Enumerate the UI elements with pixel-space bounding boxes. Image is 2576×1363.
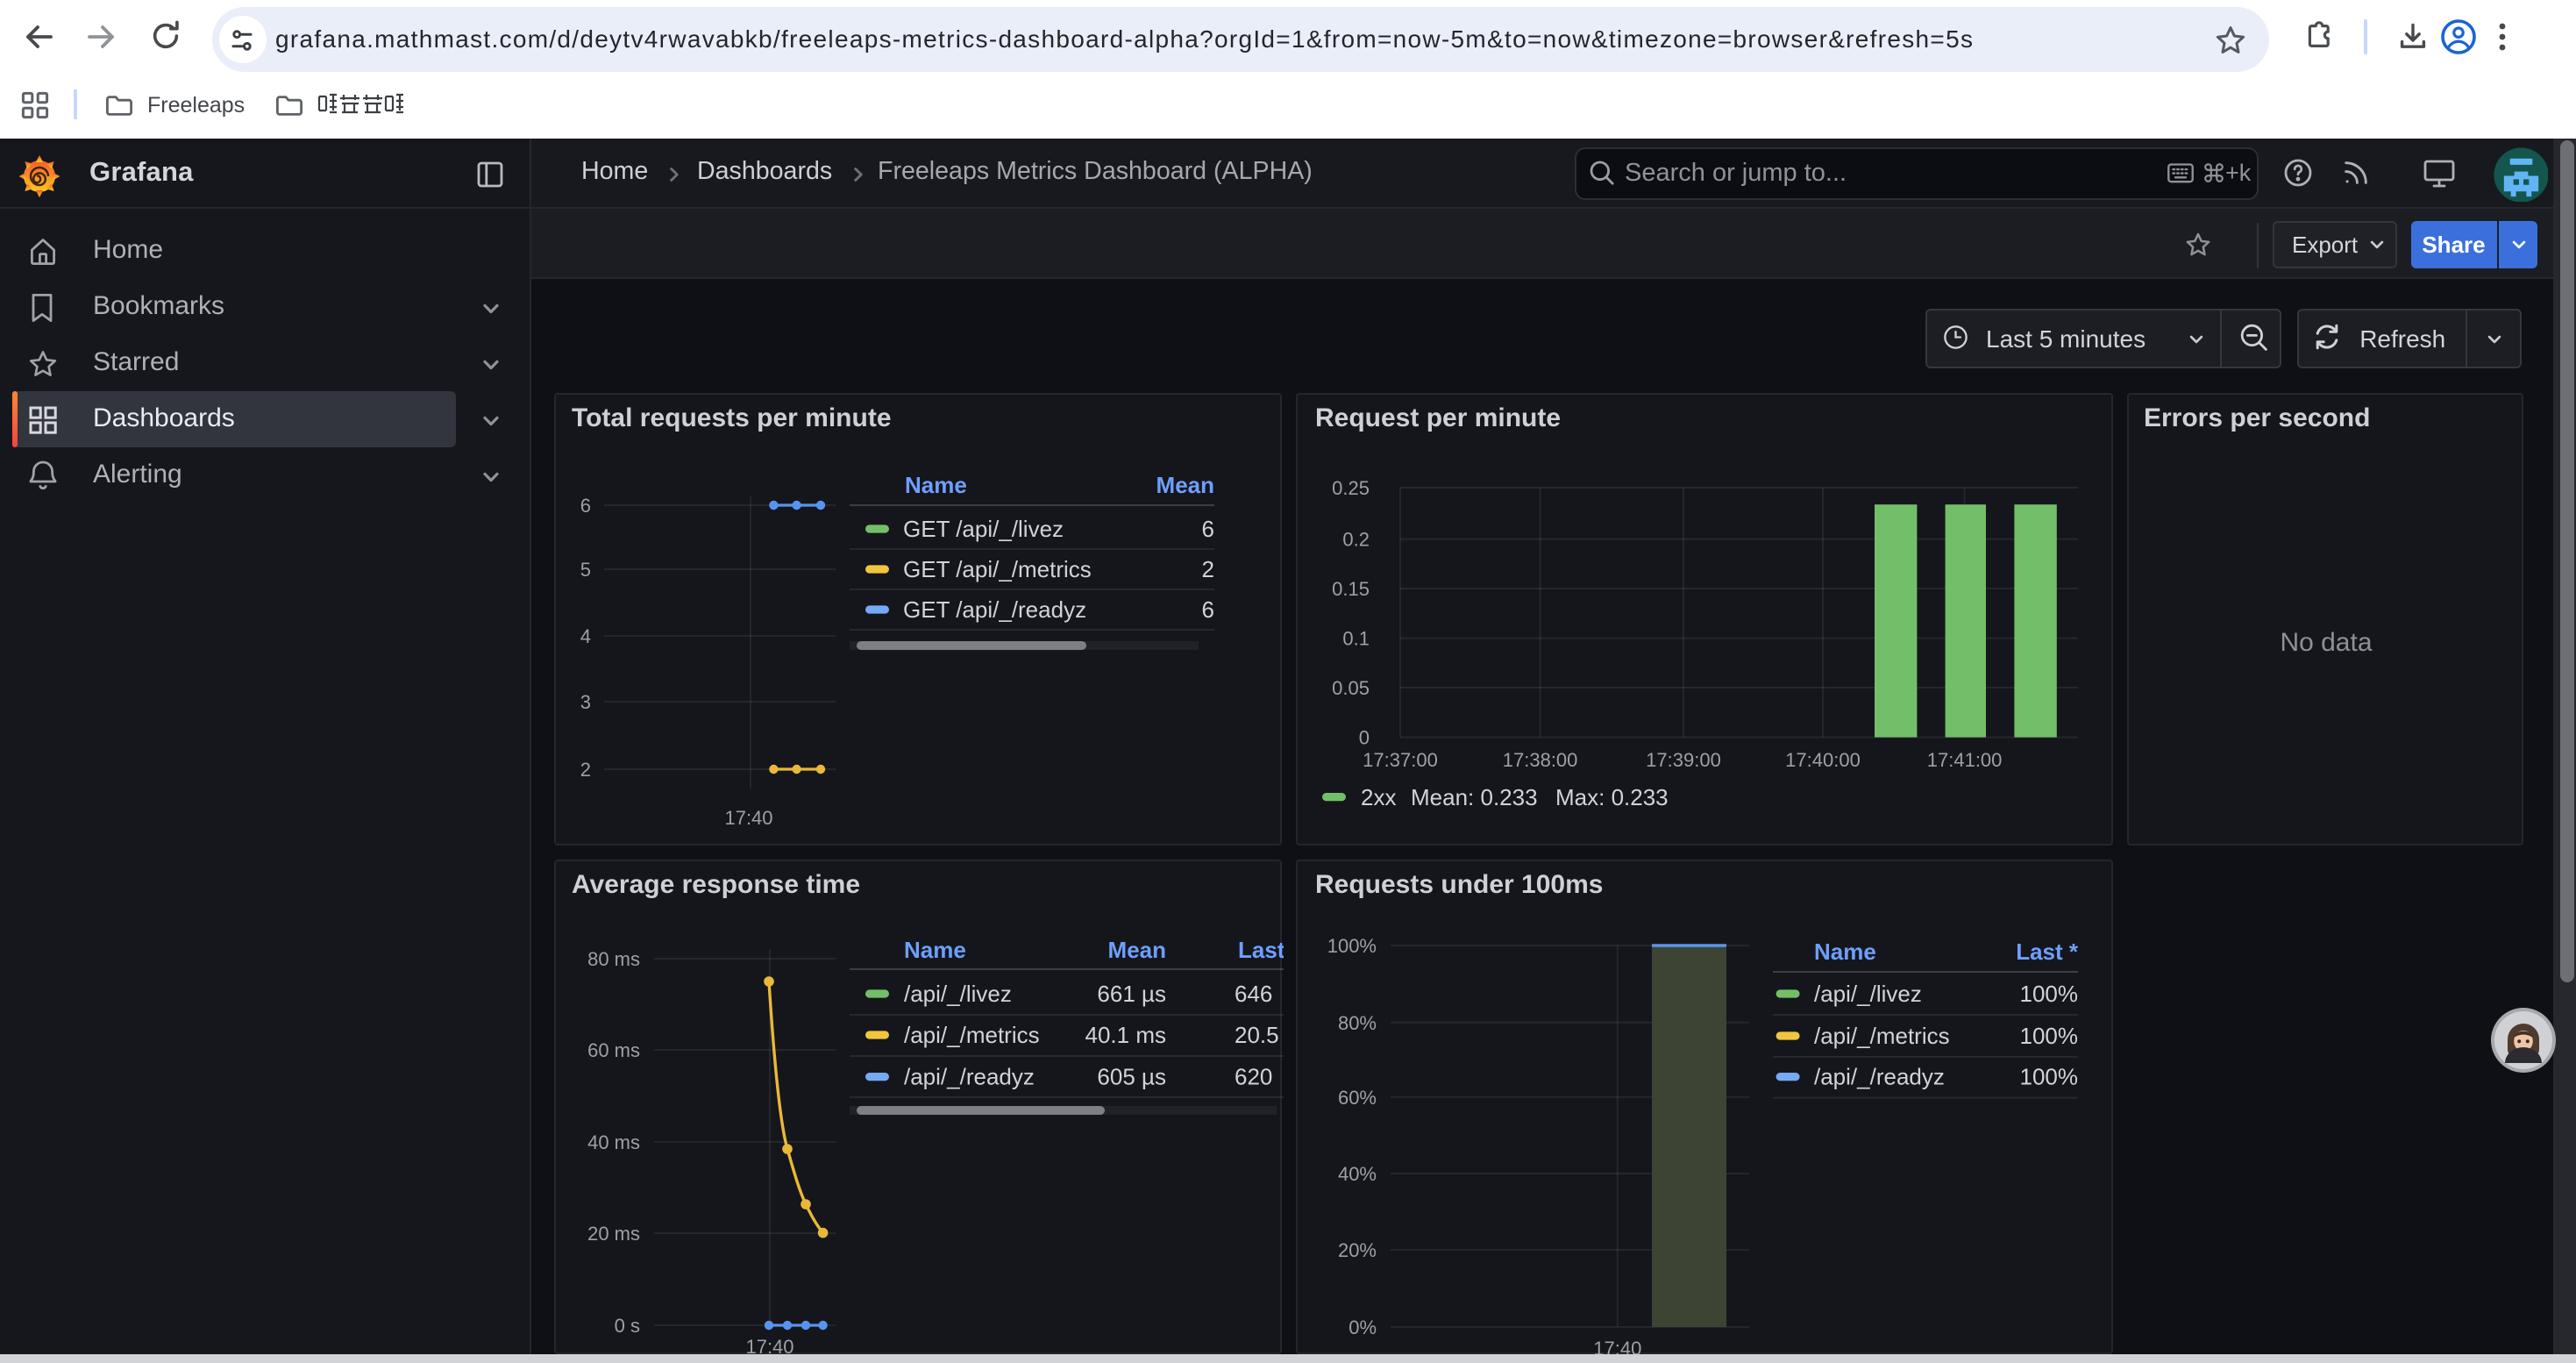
svg-text:0.05: 0.05 xyxy=(1332,676,1370,698)
svg-text:/api/_/readyz: /api/_/readyz xyxy=(1814,1063,1945,1089)
svg-text:20%: 20% xyxy=(1338,1238,1377,1260)
svg-text:620: 620 xyxy=(1235,1063,1272,1089)
svg-text:17:39:00: 17:39:00 xyxy=(1646,748,1721,770)
svg-text:Last *: Last * xyxy=(2016,938,2079,964)
svg-text:40 ms: 40 ms xyxy=(587,1131,640,1152)
svg-text:40.1 ms: 40.1 ms xyxy=(1085,1021,1167,1047)
svg-text:Mean: Mean xyxy=(1156,471,1214,497)
svg-text:100%: 100% xyxy=(2020,980,2079,1006)
svg-text:0%: 0% xyxy=(1348,1316,1377,1338)
svg-text:/api/_/metrics: /api/_/metrics xyxy=(1814,1022,1950,1048)
svg-text:605 µs: 605 µs xyxy=(1097,1063,1166,1089)
svg-text:0.2: 0.2 xyxy=(1342,528,1370,550)
svg-text:/api/_/readyz: /api/_/readyz xyxy=(904,1063,1035,1089)
svg-text:3: 3 xyxy=(580,690,591,712)
svg-text:Name: Name xyxy=(905,471,967,497)
svg-text:17:38:00: 17:38:00 xyxy=(1503,748,1578,770)
svg-text:17:40: 17:40 xyxy=(1593,1337,1641,1355)
svg-text:17:40: 17:40 xyxy=(745,1335,793,1355)
svg-text:6: 6 xyxy=(1202,596,1214,622)
svg-text:0.15: 0.15 xyxy=(1332,577,1370,599)
svg-text:17:37:00: 17:37:00 xyxy=(1363,748,1438,770)
svg-text:80%: 80% xyxy=(1338,1011,1377,1033)
svg-text:100%: 100% xyxy=(1327,934,1377,956)
svg-text:0 s: 0 s xyxy=(615,1314,640,1336)
svg-text:5: 5 xyxy=(580,558,591,580)
svg-text:/api/_/metrics: /api/_/metrics xyxy=(904,1021,1040,1047)
svg-text:Name: Name xyxy=(1814,938,1876,964)
svg-text:20 ms: 20 ms xyxy=(587,1222,640,1244)
svg-text:80 ms: 80 ms xyxy=(587,947,640,969)
svg-text:6: 6 xyxy=(1202,515,1214,541)
svg-text:17:40: 17:40 xyxy=(724,806,772,828)
svg-text:17:40:00: 17:40:00 xyxy=(1785,748,1861,770)
svg-text:GET /api/_/livez: GET /api/_/livez xyxy=(903,515,1064,541)
svg-text:0: 0 xyxy=(1359,726,1370,748)
svg-text:17:41:00: 17:41:00 xyxy=(1927,748,2003,770)
svg-text:6: 6 xyxy=(580,494,591,516)
svg-text:Last *: Last * xyxy=(1238,936,1284,962)
svg-text:2: 2 xyxy=(580,758,591,780)
svg-text:GET /api/_/metrics: GET /api/_/metrics xyxy=(903,555,1092,582)
svg-text:20.5 ms: 20.5 ms xyxy=(1235,1021,1284,1047)
svg-text:40%: 40% xyxy=(1338,1162,1377,1184)
svg-text:4: 4 xyxy=(580,624,591,646)
svg-text:Mean: Mean xyxy=(1108,936,1166,962)
svg-text:661 µs: 661 µs xyxy=(1097,980,1166,1006)
svg-text:Mean: 0.233: Mean: 0.233 xyxy=(1411,783,1538,810)
svg-text:GET /api/_/readyz: GET /api/_/readyz xyxy=(903,596,1086,622)
svg-text:60%: 60% xyxy=(1338,1086,1377,1108)
svg-text:0.25: 0.25 xyxy=(1332,476,1370,498)
svg-text:2xx: 2xx xyxy=(1361,783,1396,810)
svg-text:100%: 100% xyxy=(2020,1063,2079,1089)
svg-text:/api/_/livez: /api/_/livez xyxy=(1814,980,1922,1006)
svg-text:2: 2 xyxy=(1202,555,1214,582)
svg-text:100%: 100% xyxy=(2020,1022,2079,1048)
svg-text:Name: Name xyxy=(904,936,966,962)
svg-text:646: 646 xyxy=(1235,980,1272,1006)
svg-text:60 ms: 60 ms xyxy=(587,1038,640,1060)
svg-text:/api/_/livez: /api/_/livez xyxy=(904,980,1012,1006)
svg-text:0.1: 0.1 xyxy=(1342,627,1370,649)
svg-text:Max: 0.233: Max: 0.233 xyxy=(1555,783,1669,810)
